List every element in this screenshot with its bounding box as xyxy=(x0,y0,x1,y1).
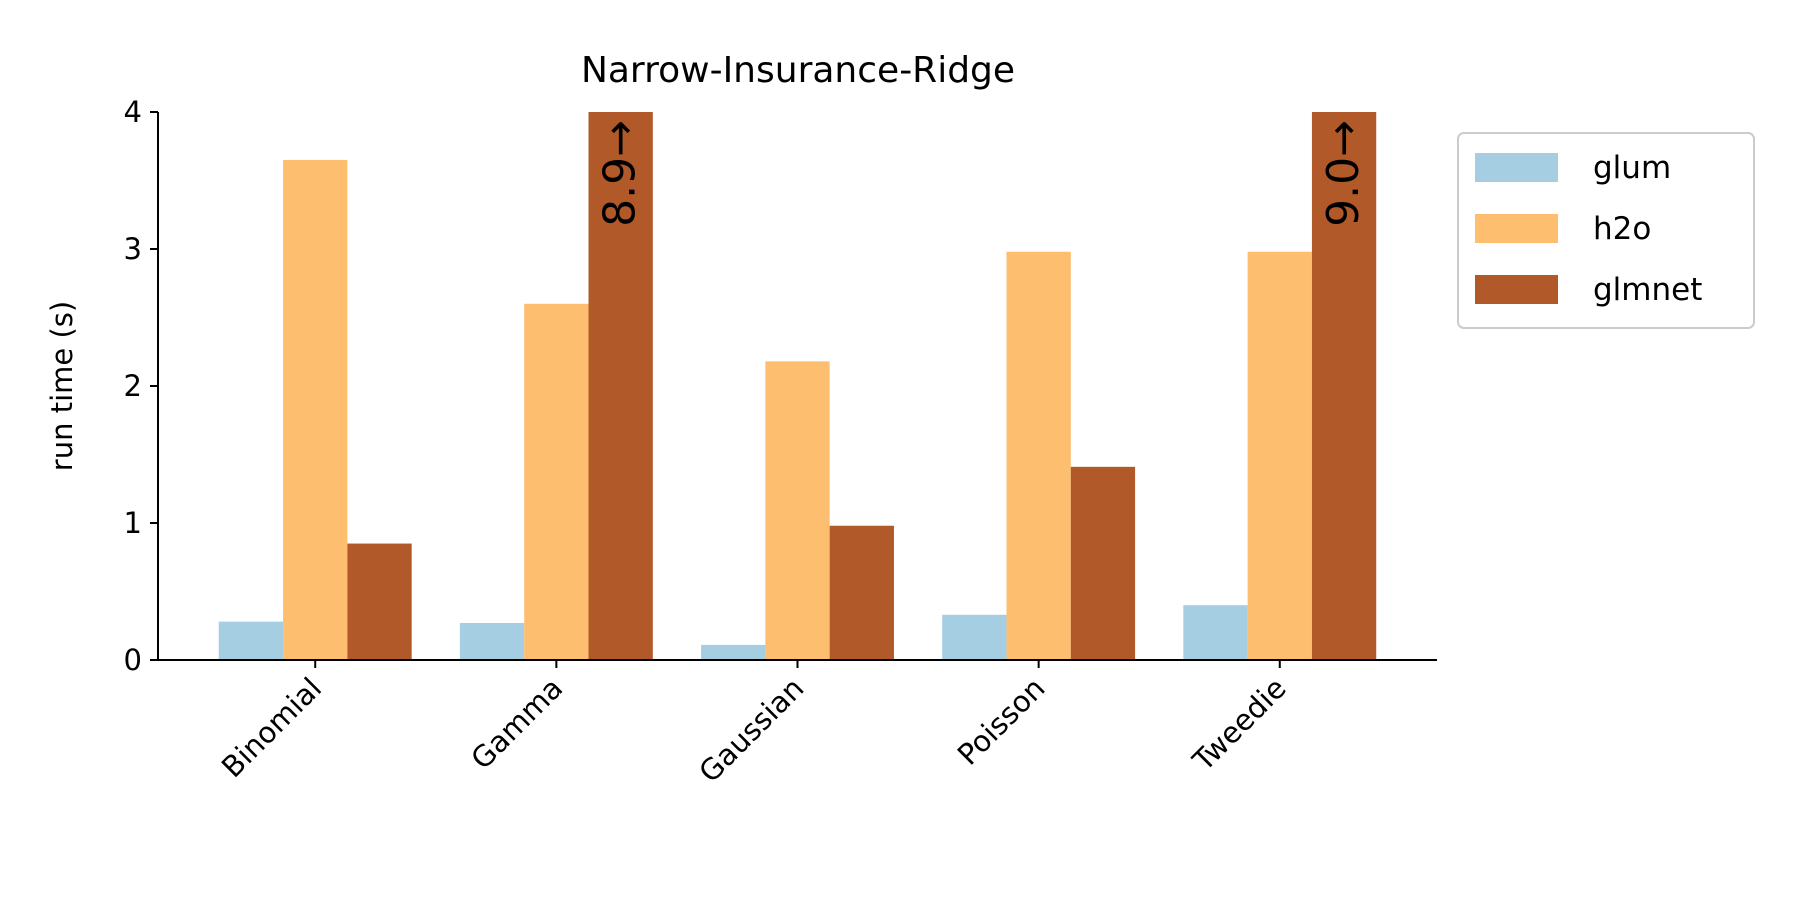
bar xyxy=(1311,112,1377,660)
value-label: 9.0→ xyxy=(1318,120,1369,227)
x-tick-label: Binomial xyxy=(215,671,328,784)
value-label: 8.9→ xyxy=(595,120,646,227)
x-tick-label: Gamma xyxy=(464,671,569,776)
bar xyxy=(347,543,412,660)
plot-area xyxy=(218,112,1377,660)
legend-label: glmnet xyxy=(1593,272,1702,308)
y-tick-label: 2 xyxy=(124,369,142,403)
y-tick-label: 3 xyxy=(124,232,142,266)
chart-title: Narrow-Insurance-Ridge xyxy=(581,50,1015,91)
x-tick-label: Gaussian xyxy=(692,671,810,789)
legend-swatch xyxy=(1475,275,1558,304)
bar xyxy=(1006,251,1071,660)
bar xyxy=(1070,466,1136,660)
legend-swatch xyxy=(1475,153,1558,182)
y-tick-label: 4 xyxy=(124,95,142,129)
y-axis-label: run time (s) xyxy=(45,301,79,471)
bar xyxy=(588,112,653,660)
bar xyxy=(283,159,348,660)
bar xyxy=(942,614,1007,660)
bar xyxy=(701,644,766,660)
bar xyxy=(218,621,284,660)
bar xyxy=(524,303,589,660)
bar xyxy=(829,525,894,660)
x-tick-label: Tweedie xyxy=(1186,671,1293,778)
bar xyxy=(765,361,830,660)
y-tick-label: 1 xyxy=(124,506,142,540)
legend-label: h2o xyxy=(1593,211,1651,247)
y-tick-label: 0 xyxy=(124,643,142,677)
x-tick-label: Poisson xyxy=(951,671,1052,772)
legend-label: glum xyxy=(1593,150,1671,186)
bar xyxy=(1183,605,1248,660)
legend-swatch xyxy=(1475,214,1558,243)
bar xyxy=(1247,251,1312,660)
bar xyxy=(459,623,525,660)
